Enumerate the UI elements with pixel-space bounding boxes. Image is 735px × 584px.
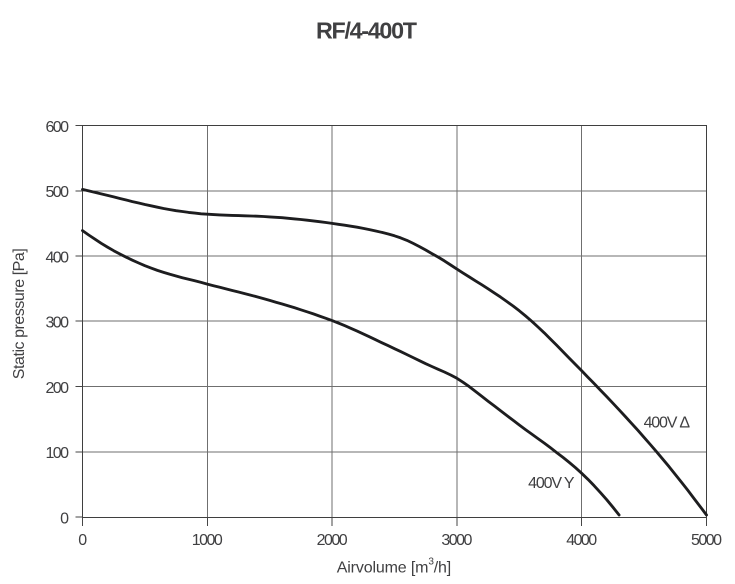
svg-text:600: 600: [46, 119, 70, 136]
svg-text:4000: 4000: [566, 532, 597, 549]
svg-text:300: 300: [46, 315, 70, 332]
svg-text:500: 500: [46, 184, 70, 201]
svg-text:100: 100: [46, 445, 70, 462]
svg-text:400: 400: [46, 250, 70, 267]
svg-text:Static pressure [Pa]: Static pressure [Pa]: [11, 248, 28, 379]
svg-text:2000: 2000: [317, 532, 348, 549]
svg-text:400V Δ: 400V Δ: [644, 415, 691, 432]
svg-text:0: 0: [78, 532, 87, 549]
svg-text:Airvolume [m3/h]: Airvolume [m3/h]: [337, 557, 452, 577]
svg-text:1000: 1000: [192, 532, 223, 549]
svg-text:0: 0: [60, 510, 69, 527]
svg-text:RF/4-400T: RF/4-400T: [316, 17, 417, 43]
svg-text:3000: 3000: [441, 532, 472, 549]
svg-text:200: 200: [46, 380, 70, 397]
svg-text:400V Y: 400V Y: [528, 475, 575, 492]
svg-text:5000: 5000: [691, 532, 722, 549]
